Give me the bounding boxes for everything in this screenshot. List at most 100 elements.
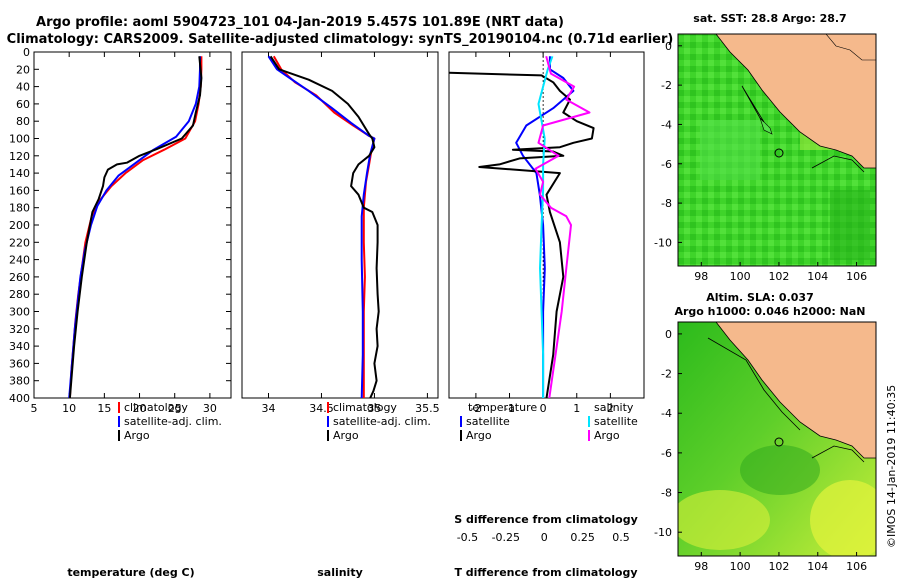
y-tick-label: 340	[9, 340, 30, 353]
temperature-xlabel: temperature (deg C)	[67, 566, 194, 579]
sst-map-frame	[677, 33, 877, 267]
series-line-argo	[68, 56, 203, 398]
map-x-tick-label: 104	[807, 270, 828, 283]
series-group	[449, 55, 595, 398]
legend-label: satellite-adj. clim.	[124, 415, 222, 428]
sst-patch	[700, 120, 760, 180]
map-y-tick-label: 0	[665, 328, 672, 341]
series-line-s-satellite	[537, 55, 554, 398]
plot-frame	[448, 51, 645, 399]
map-y-tick-label: -8	[661, 487, 672, 500]
bathymetry-contour	[811, 445, 865, 463]
map-y-tick-label: -2	[661, 368, 672, 381]
y-tick-label: 400	[9, 392, 30, 405]
x-tick-label: 5	[31, 402, 38, 415]
top-tick-label: 0.5	[612, 531, 630, 544]
legend-label: satellite	[466, 415, 510, 428]
x-tick-label: 15	[97, 402, 111, 415]
series-group	[68, 56, 203, 398]
y-tick-label: 260	[9, 271, 30, 284]
legend-label: climatology	[333, 401, 397, 414]
sumatra-land	[715, 34, 876, 169]
y-tick-label: 120	[9, 150, 30, 163]
legend-label: Argo	[466, 429, 492, 442]
x-tick-label: -1	[504, 402, 515, 415]
difference-xlabel: T difference from climatology	[454, 566, 637, 579]
x-tick-label: 10	[62, 402, 76, 415]
map-y-tick-label: 0	[665, 40, 672, 53]
sst-map-title: sat. SST: 28.8 Argo: 28.7	[693, 12, 846, 25]
y-tick-label: 0	[23, 46, 30, 59]
series-line-satellite-adj-clim-	[267, 55, 376, 398]
y-tick-label: 220	[9, 236, 30, 249]
sst-map-axes: 98 100 102 104 106 0 -2 -4 -6 -8 -10	[654, 40, 867, 283]
sla-high-patch	[678, 490, 770, 550]
map-x-tick-label: 102	[768, 270, 789, 283]
x-tick-label: 25	[168, 402, 182, 415]
map-x-tick-label: 100	[730, 560, 751, 573]
y-tick-label: 200	[9, 219, 30, 232]
x-tick-label: 1	[573, 402, 580, 415]
top-tick-label: -0.25	[492, 531, 520, 544]
x-tick-label: -2	[470, 402, 481, 415]
map-y-tick-label: -2	[661, 79, 672, 92]
x-tick-label: 30	[203, 402, 217, 415]
y-tick-label: 320	[9, 323, 30, 336]
x-tick-label: 34	[261, 402, 275, 415]
borneo-land	[825, 34, 876, 61]
series-group	[267, 55, 380, 398]
sumatra-land	[715, 322, 876, 459]
series-line-satellite-adj-clim-	[68, 56, 201, 398]
map-y-tick-label: -4	[661, 407, 672, 420]
legend-label: climatology	[124, 401, 188, 414]
sla-map-title: Altim. SLA: 0.037	[706, 291, 813, 304]
island-outline	[759, 117, 773, 135]
sst-map: 98 100 102 104 106 0 -2 -4 -6 -8 -10	[654, 33, 877, 283]
y-tick-label: 60	[16, 98, 30, 111]
map-x-tick-label: 102	[768, 560, 789, 573]
y-tick-label: 280	[9, 288, 30, 301]
imos-credit: ©IMOS 14-Jan-2019 11:40:35	[885, 385, 898, 548]
y-tick-label: 360	[9, 357, 30, 370]
x-tick-label: 35	[367, 402, 381, 415]
salinity-xlabel: salinity	[317, 566, 363, 579]
x-tick-label: 20	[133, 402, 147, 415]
map-y-tick-label: -6	[661, 447, 672, 460]
top-tick-label: 0.25	[570, 531, 595, 544]
legend-title-temperature: temperature	[468, 401, 537, 414]
map-y-tick-label: -4	[661, 118, 672, 131]
legend-label: Argo	[124, 429, 150, 442]
sla-map-frame	[677, 321, 877, 557]
series-line-argo	[269, 55, 380, 398]
y-tick-label: 240	[9, 254, 30, 267]
sla-high-patch	[810, 480, 876, 556]
y-tick-label: 40	[16, 81, 30, 94]
title-line-2: Climatology: CARS2009. Satellite-adjuste…	[7, 32, 674, 47]
series-line-t-argo	[449, 71, 595, 398]
y-tick-label: 300	[9, 306, 30, 319]
salinity-legend: climatology satellite-adj. clim. Argo	[327, 401, 431, 442]
map-x-tick-label: 106	[846, 270, 867, 283]
temperature-panel: 0 20 40 60 80 100 120 140 160 180 200 220 240 260 280 3…	[9, 46, 232, 415]
legend-label: satellite-adj. clim.	[333, 415, 431, 428]
argo-location-marker	[774, 437, 784, 447]
map-x-tick-label: 98	[694, 560, 708, 573]
legend-label: satellite	[594, 415, 638, 428]
y-tick-label: 180	[9, 202, 30, 215]
map-y-tick-label: -10	[654, 236, 672, 249]
top-tick-label: -0.5	[457, 531, 478, 544]
y-tick-label: 20	[16, 63, 30, 76]
salinity-panel: 34 34.5 35 35.5	[241, 51, 440, 415]
difference-top-xlabel: S difference from climatology	[454, 513, 638, 526]
difference-panel: -2 -1 0 1 2 -0.5 -0.25 0 0.25 0.5	[448, 51, 645, 544]
map-x-tick-label: 100	[730, 270, 751, 283]
temperature-legend: climatology satellite-adj. clim. Argo	[118, 401, 222, 442]
legend-title-salinity: salinity	[594, 401, 634, 414]
sla-map-subtitle: Argo h1000: 0.046 h2000: NaN	[674, 305, 865, 318]
difference-legend: temperature satellite Argo salinity sate…	[460, 401, 638, 442]
map-y-tick-label: -8	[661, 197, 672, 210]
map-y-tick-label: -6	[661, 158, 672, 171]
bathymetry-contour	[707, 337, 801, 431]
x-tick-label: 34.5	[309, 402, 334, 415]
